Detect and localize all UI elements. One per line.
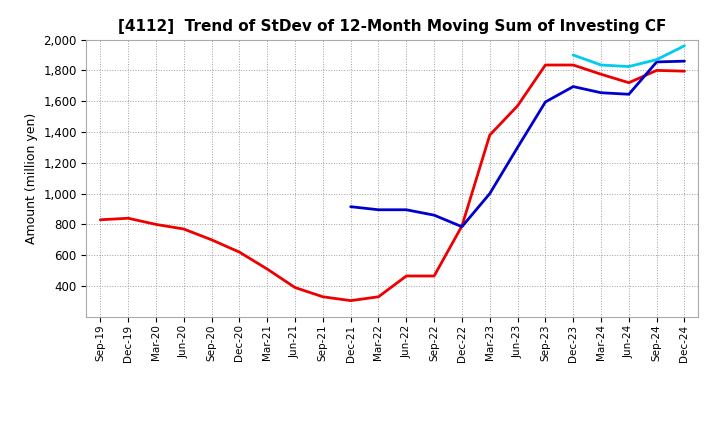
7 Years	[569, 52, 577, 58]
7 Years	[597, 62, 606, 68]
3 Years	[263, 266, 271, 271]
3 Years	[179, 226, 188, 231]
5 Years	[513, 145, 522, 150]
3 Years	[624, 80, 633, 85]
3 Years	[346, 298, 355, 303]
5 Years	[485, 191, 494, 196]
5 Years	[430, 213, 438, 218]
Line: 7 Years: 7 Years	[573, 46, 685, 66]
3 Years	[569, 62, 577, 68]
5 Years	[680, 59, 689, 64]
7 Years	[624, 64, 633, 69]
3 Years	[207, 237, 216, 242]
5 Years	[624, 92, 633, 97]
Y-axis label: Amount (million yen): Amount (million yen)	[24, 113, 37, 244]
3 Years	[318, 294, 327, 299]
5 Years	[346, 204, 355, 209]
5 Years	[402, 207, 410, 213]
3 Years	[374, 294, 383, 299]
3 Years	[652, 68, 661, 73]
3 Years	[430, 273, 438, 279]
3 Years	[597, 72, 606, 77]
3 Years	[680, 69, 689, 74]
7 Years	[680, 43, 689, 48]
3 Years	[402, 273, 410, 279]
3 Years	[291, 285, 300, 290]
3 Years	[485, 132, 494, 138]
5 Years	[541, 99, 550, 105]
Title: [4112]  Trend of StDev of 12-Month Moving Sum of Investing CF: [4112] Trend of StDev of 12-Month Moving…	[118, 19, 667, 34]
3 Years	[96, 217, 104, 222]
Line: 3 Years: 3 Years	[100, 65, 685, 301]
5 Years	[652, 59, 661, 65]
3 Years	[235, 249, 243, 255]
3 Years	[152, 222, 161, 227]
3 Years	[541, 62, 550, 68]
5 Years	[569, 84, 577, 89]
5 Years	[458, 224, 467, 229]
3 Years	[124, 216, 132, 221]
5 Years	[597, 90, 606, 95]
7 Years	[652, 57, 661, 62]
5 Years	[374, 207, 383, 213]
3 Years	[513, 103, 522, 108]
3 Years	[458, 223, 467, 228]
Line: 5 Years: 5 Years	[351, 61, 685, 227]
